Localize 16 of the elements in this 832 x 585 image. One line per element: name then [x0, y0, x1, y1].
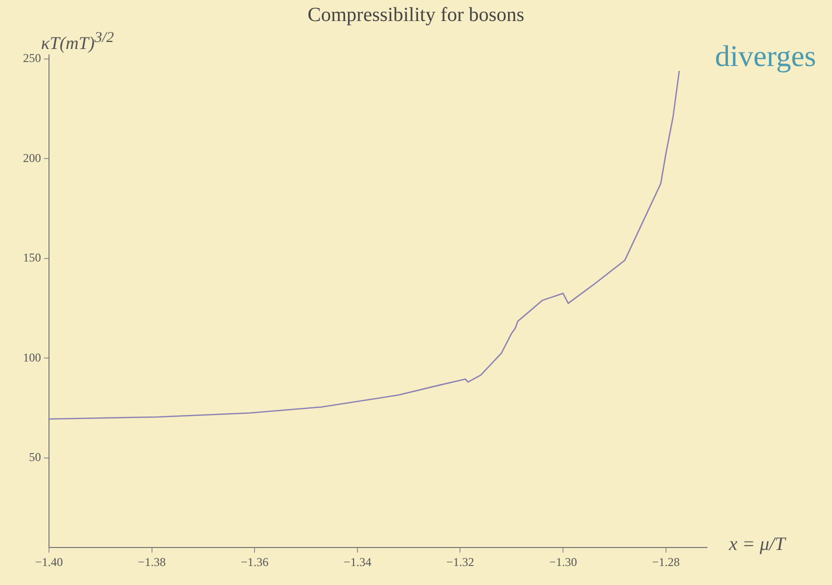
y-tick-label: 250	[23, 51, 41, 66]
chart-title: Compressibility for bosons	[306, 4, 526, 27]
x-tick-label: −1.38	[138, 554, 166, 569]
x-tick-label: −1.28	[652, 554, 680, 569]
x-tick-label: −1.30	[549, 554, 577, 569]
x-axis-title: x = μ/T	[729, 534, 786, 556]
x-tick-label: −1.40	[35, 554, 63, 569]
y-tick-label: 50	[29, 450, 41, 464]
y-tick-label: 150	[23, 250, 41, 265]
y-tick-label: 100	[23, 350, 41, 364]
x-tick-label: −1.32	[446, 554, 474, 569]
y-axis-title: κT(mT)$^{3/2}$	[41, 30, 114, 54]
x-tick-label: −1.36	[240, 554, 269, 569]
x-tick-label: −1.34	[344, 554, 372, 569]
text: diverges	[715, 40, 816, 74]
y-tick-label: 200	[23, 150, 41, 165]
